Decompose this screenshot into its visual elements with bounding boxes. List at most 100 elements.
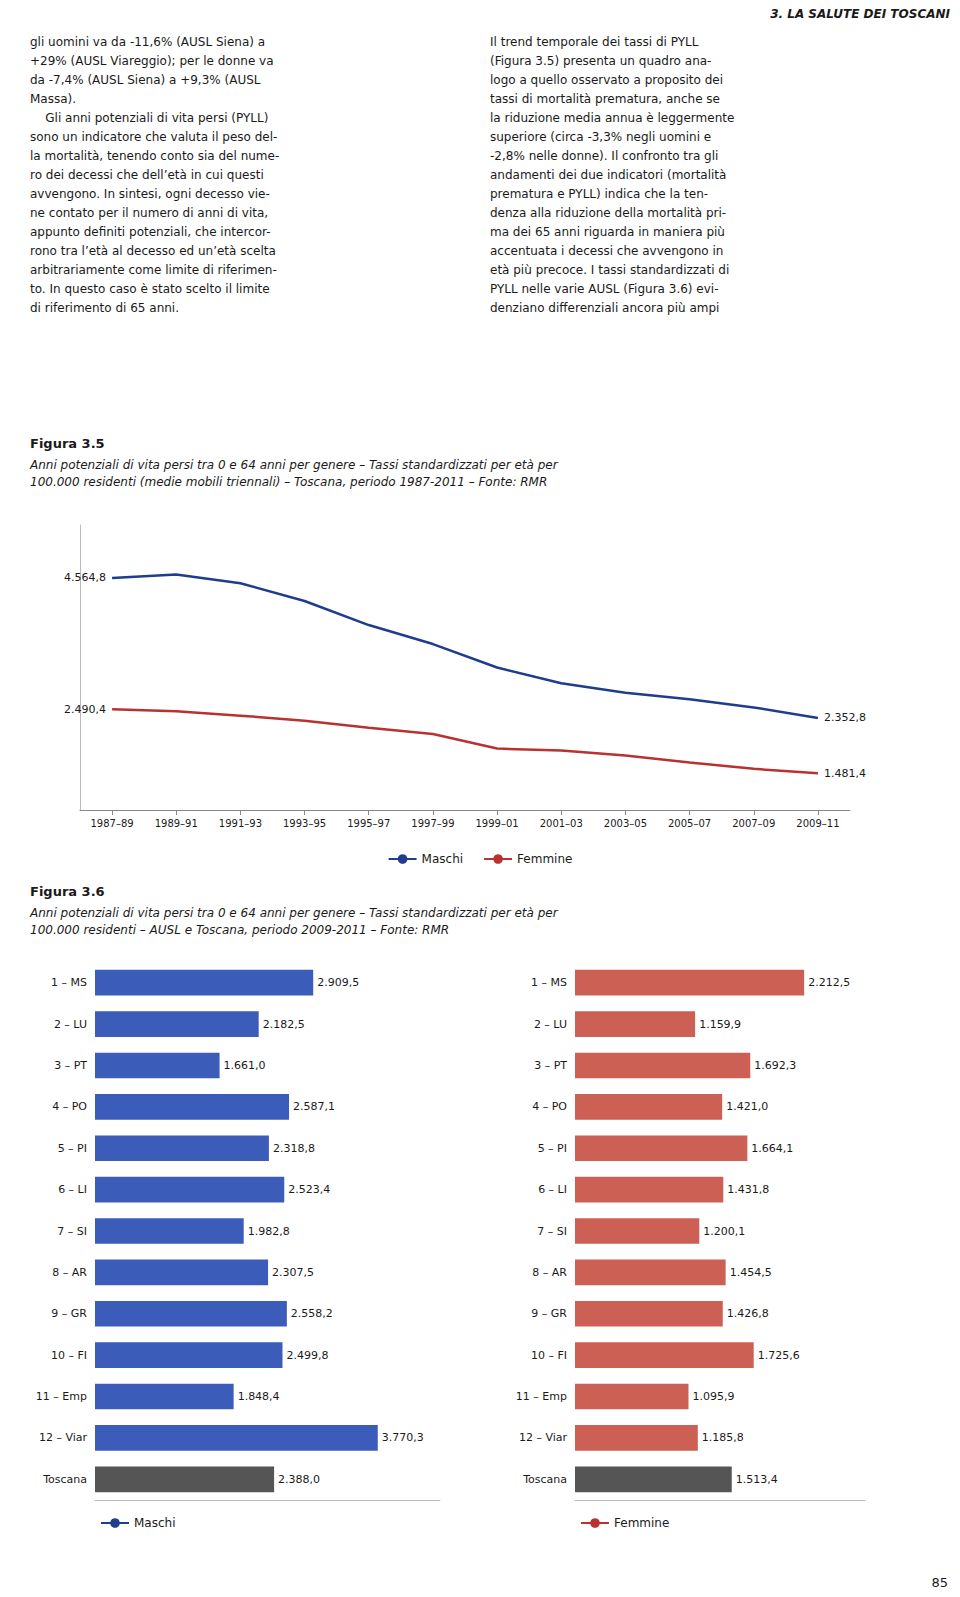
svg-text:1.725,6: 1.725,6 bbox=[758, 1349, 800, 1362]
svg-text:3. LA SALUTE DEI TOSCANI: 3. LA SALUTE DEI TOSCANI bbox=[770, 7, 950, 21]
svg-text:9 – GR: 9 – GR bbox=[51, 1307, 87, 1320]
svg-text:(Figura 3.5) presenta un quadr: (Figura 3.5) presenta un quadro ana- bbox=[490, 54, 711, 68]
svg-text:100.000 residenti – AUSL e Tos: 100.000 residenti – AUSL e Toscana, peri… bbox=[30, 923, 449, 937]
svg-text:1 – MS: 1 – MS bbox=[51, 976, 87, 989]
svg-text:2003–05: 2003–05 bbox=[604, 818, 647, 829]
svg-text:to. In questo caso è stato sce: to. In questo caso è stato scelto il lim… bbox=[30, 282, 270, 296]
svg-text:2.182,5: 2.182,5 bbox=[263, 1018, 305, 1031]
svg-text:ma dei 65 anni riguarda in man: ma dei 65 anni riguarda in maniera più bbox=[490, 225, 725, 239]
svg-text:2.499,8: 2.499,8 bbox=[286, 1349, 328, 1362]
svg-text:4.564,8: 4.564,8 bbox=[64, 571, 106, 584]
svg-text:Anni potenziali di vita persi: Anni potenziali di vita persi tra 0 e 64… bbox=[29, 906, 559, 920]
svg-text:6 – LI: 6 – LI bbox=[58, 1183, 87, 1196]
svg-text:Toscana: Toscana bbox=[42, 1473, 87, 1486]
svg-text:Femmine: Femmine bbox=[614, 1516, 669, 1530]
svg-text:11 – Emp: 11 – Emp bbox=[516, 1390, 567, 1403]
svg-text:+29% (AUSL Viareggio); per le: +29% (AUSL Viareggio); per le donne va bbox=[30, 54, 274, 68]
svg-text:9 – GR: 9 – GR bbox=[531, 1307, 567, 1320]
svg-text:Figura 3.6: Figura 3.6 bbox=[30, 884, 105, 899]
svg-text:1999–01: 1999–01 bbox=[475, 818, 518, 829]
svg-text:4 – PO: 4 – PO bbox=[52, 1100, 87, 1113]
svg-text:5 – PI: 5 – PI bbox=[538, 1142, 567, 1155]
svg-text:avvengono. In sintesi, ogni de: avvengono. In sintesi, ogni decesso vie- bbox=[30, 187, 270, 201]
svg-text:1.982,8: 1.982,8 bbox=[248, 1225, 290, 1238]
svg-text:7 – SI: 7 – SI bbox=[57, 1225, 87, 1238]
svg-text:tassi di mortalità prematura,: tassi di mortalità prematura, anche se bbox=[490, 92, 720, 106]
svg-text:1997–99: 1997–99 bbox=[411, 818, 454, 829]
svg-text:1987–89: 1987–89 bbox=[90, 818, 133, 829]
svg-text:2.352,8: 2.352,8 bbox=[824, 711, 866, 724]
svg-text:12 – Viar: 12 – Viar bbox=[39, 1431, 88, 1444]
svg-text:8 – AR: 8 – AR bbox=[532, 1266, 567, 1279]
svg-text:Il trend temporale dei tassi d: Il trend temporale dei tassi di PYLL bbox=[490, 35, 699, 49]
svg-text:1995–97: 1995–97 bbox=[347, 818, 390, 829]
svg-text:superiore (circa -3,3% negli u: superiore (circa -3,3% negli uomini e bbox=[490, 130, 711, 144]
svg-text:Massa).: Massa). bbox=[30, 92, 76, 106]
svg-text:1.661,0: 1.661,0 bbox=[224, 1059, 266, 1072]
svg-text:2.307,5: 2.307,5 bbox=[272, 1266, 314, 1279]
svg-text:2.318,8: 2.318,8 bbox=[273, 1142, 315, 1155]
svg-text:3 – PT: 3 – PT bbox=[54, 1059, 87, 1072]
svg-text:2001–03: 2001–03 bbox=[540, 818, 583, 829]
svg-text:rono tra l’età al decesso ed u: rono tra l’età al decesso ed un’età scel… bbox=[30, 244, 276, 258]
svg-text:1 – MS: 1 – MS bbox=[531, 976, 567, 989]
svg-text:appunto definiti potenziali, c: appunto definiti potenziali, che interco… bbox=[30, 225, 270, 239]
svg-text:100.000 residenti (medie mobil: 100.000 residenti (medie mobili triennal… bbox=[30, 475, 547, 489]
svg-text:2.523,4: 2.523,4 bbox=[288, 1183, 330, 1196]
svg-text:10 – FI: 10 – FI bbox=[51, 1349, 87, 1362]
svg-text:denziano differenziali ancora: denziano differenziali ancora più ampi bbox=[490, 301, 719, 315]
svg-text:2.909,5: 2.909,5 bbox=[317, 976, 359, 989]
svg-text:7 – SI: 7 – SI bbox=[537, 1225, 567, 1238]
svg-text:2 – LU: 2 – LU bbox=[534, 1018, 567, 1031]
svg-text:1.185,8: 1.185,8 bbox=[702, 1431, 744, 1444]
svg-text:85: 85 bbox=[931, 1575, 948, 1590]
svg-text:1.692,3: 1.692,3 bbox=[754, 1059, 796, 1072]
svg-text:2 – LU: 2 – LU bbox=[54, 1018, 87, 1031]
svg-text:2.212,5: 2.212,5 bbox=[808, 976, 850, 989]
svg-text:4 – PO: 4 – PO bbox=[532, 1100, 567, 1113]
svg-text:1.664,1: 1.664,1 bbox=[751, 1142, 793, 1155]
svg-text:3 – PT: 3 – PT bbox=[534, 1059, 567, 1072]
svg-text:1989–91: 1989–91 bbox=[155, 818, 198, 829]
svg-text:Maschi: Maschi bbox=[134, 1516, 176, 1530]
svg-text:5 – PI: 5 – PI bbox=[58, 1142, 87, 1155]
svg-text:sono un indicatore che valuta: sono un indicatore che valuta il peso de… bbox=[30, 130, 277, 144]
svg-text:1993–95: 1993–95 bbox=[283, 818, 326, 829]
svg-text:1.200,1: 1.200,1 bbox=[703, 1225, 745, 1238]
svg-text:1.454,5: 1.454,5 bbox=[730, 1266, 772, 1279]
svg-text:gli uomini va da -11,6% (AUSL: gli uomini va da -11,6% (AUSL Siena) a bbox=[30, 35, 265, 49]
svg-text:1.431,8: 1.431,8 bbox=[727, 1183, 769, 1196]
svg-text:Maschi: Maschi bbox=[422, 852, 464, 866]
svg-text:10 – FI: 10 – FI bbox=[531, 1349, 567, 1362]
svg-text:11 – Emp: 11 – Emp bbox=[36, 1390, 87, 1403]
svg-text:1991–93: 1991–93 bbox=[219, 818, 262, 829]
svg-text:la mortalità, tenendo conto si: la mortalità, tenendo conto sia del nume… bbox=[30, 149, 279, 163]
svg-text:12 – Viar: 12 – Viar bbox=[519, 1431, 568, 1444]
svg-text:Toscana: Toscana bbox=[522, 1473, 567, 1486]
svg-text:Figura 3.5: Figura 3.5 bbox=[30, 436, 105, 451]
svg-text:Femmine: Femmine bbox=[517, 852, 572, 866]
svg-text:età più precoce. I tassi stand: età più precoce. I tassi standardizzati … bbox=[490, 263, 729, 277]
svg-text:logo a quello osservato a prop: logo a quello osservato a proposito dei bbox=[490, 73, 723, 87]
svg-text:PYLL nelle varie AUSL (Figura: PYLL nelle varie AUSL (Figura 3.6) evi- bbox=[490, 282, 718, 296]
svg-text:6 – LI: 6 – LI bbox=[538, 1183, 567, 1196]
svg-text:Gli anni potenziali di vita pe: Gli anni potenziali di vita persi (PYLL) bbox=[30, 111, 268, 125]
svg-text:accentuata i decessi che avven: accentuata i decessi che avvengono in bbox=[490, 244, 723, 258]
svg-text:1.848,4: 1.848,4 bbox=[238, 1390, 280, 1403]
svg-text:2.587,1: 2.587,1 bbox=[293, 1100, 335, 1113]
svg-text:2009–11: 2009–11 bbox=[796, 818, 839, 829]
svg-text:1.426,8: 1.426,8 bbox=[727, 1307, 769, 1320]
svg-text:3.770,3: 3.770,3 bbox=[382, 1431, 424, 1444]
svg-text:di riferimento di 65 anni.: di riferimento di 65 anni. bbox=[30, 301, 179, 315]
svg-text:la riduzione media annua è leg: la riduzione media annua è leggermente bbox=[490, 111, 734, 125]
svg-text:arbitrariamente come limite di: arbitrariamente come limite di riferimen… bbox=[30, 263, 277, 277]
svg-text:8 – AR: 8 – AR bbox=[52, 1266, 87, 1279]
svg-text:ro dei decessi che dell’età in: ro dei decessi che dell’età in cui quest… bbox=[30, 168, 264, 182]
svg-text:da -7,4% (AUSL Siena) a +9,3%: da -7,4% (AUSL Siena) a +9,3% (AUSL bbox=[30, 73, 261, 87]
svg-text:2.388,0: 2.388,0 bbox=[278, 1473, 320, 1486]
svg-text:andamenti dei due indicatori (: andamenti dei due indicatori (mortalità bbox=[490, 168, 726, 182]
svg-text:prematura e PYLL) indica che l: prematura e PYLL) indica che la ten- bbox=[490, 187, 708, 201]
svg-text:2005–07: 2005–07 bbox=[668, 818, 711, 829]
svg-text:2.490,4: 2.490,4 bbox=[64, 703, 106, 716]
svg-text:1.421,0: 1.421,0 bbox=[726, 1100, 768, 1113]
